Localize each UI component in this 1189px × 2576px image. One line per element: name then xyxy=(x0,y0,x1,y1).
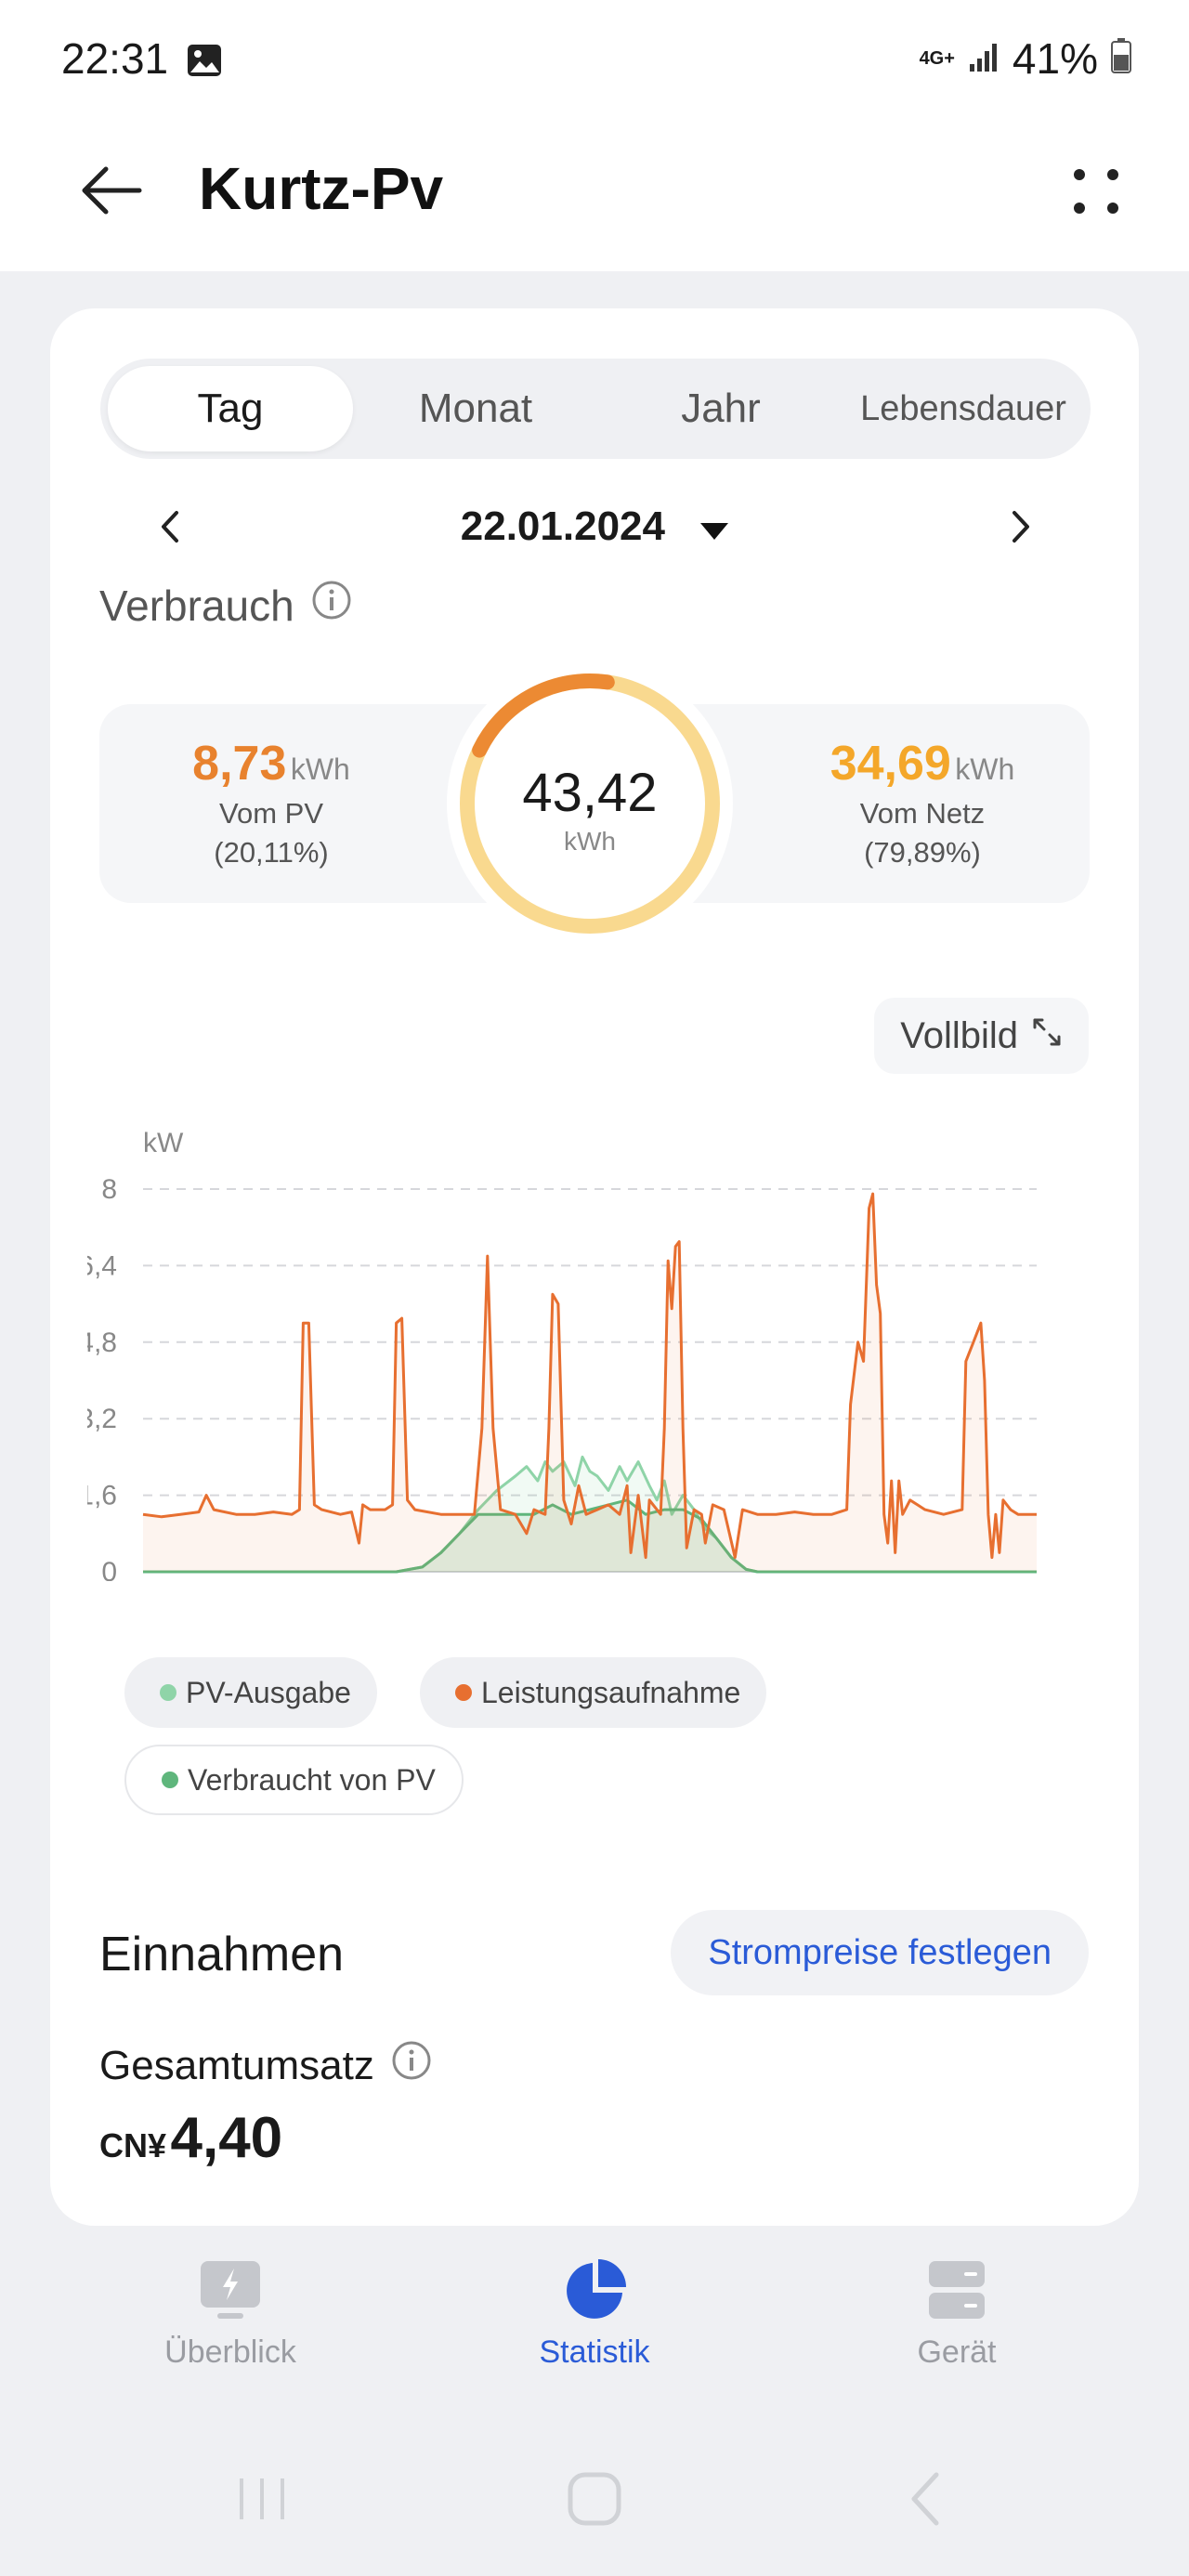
legend-pv-output[interactable]: PV-Ausgabe xyxy=(124,1657,377,1728)
device-icon xyxy=(929,2261,985,2319)
nav-overview-label: Überblick xyxy=(164,2334,296,2370)
period-tabs: Tag Monat Jahr Lebensdauer xyxy=(100,359,1091,459)
home-button[interactable] xyxy=(565,2471,624,2531)
series-area-Leistungsaufnahme xyxy=(143,1194,1037,1572)
from-pv-value: 8,73 xyxy=(192,737,287,791)
legend-dot-pv-output xyxy=(160,1684,176,1701)
y-tick-label: 3,2 xyxy=(87,1404,117,1434)
nav-statistics-label: Statistik xyxy=(539,2334,650,2370)
total-revenue-label: Gesamtumsatz xyxy=(99,2042,374,2088)
page-title: Kurtz-Pv xyxy=(199,155,444,222)
from-grid-percent: (79,89%) xyxy=(864,836,981,869)
chevron-right-icon xyxy=(1013,511,1029,543)
nav-statistics[interactable]: Statistik xyxy=(455,2257,734,2371)
expand-icon xyxy=(1031,1015,1063,1057)
status-bar: 22:31 4G+ 41% xyxy=(0,0,1189,121)
legend-consumption[interactable]: Leistungsaufnahme xyxy=(420,1657,767,1728)
nav-overview[interactable]: Überblick xyxy=(91,2257,370,2371)
status-time: 22:31 xyxy=(61,34,169,83)
total-revenue-value: CN¥ 4,40 xyxy=(99,2105,282,2171)
from-grid-value: 34,69 xyxy=(830,737,951,791)
revenue-title: Einnahmen xyxy=(99,1928,345,1981)
recent-apps-button[interactable] xyxy=(234,2471,290,2531)
battery-percent: 41% xyxy=(1012,34,1098,83)
legend-pv-consumed[interactable]: Verbraucht von PV xyxy=(124,1745,464,1815)
date-value: 22.01.2024 xyxy=(460,503,665,549)
statistics-card: Tag Monat Jahr Lebensdauer 22.01.2024 Ve… xyxy=(50,308,1139,2226)
nav-device[interactable]: Gerät xyxy=(817,2257,1096,2371)
more-options-button[interactable] xyxy=(1059,149,1133,232)
info-icon[interactable] xyxy=(311,580,352,631)
series-area-PV-Ausgabe xyxy=(143,1457,1037,1572)
legend-dot-pv-consumed xyxy=(162,1772,178,1788)
revenue-amount: 4,40 xyxy=(170,2106,283,2170)
from-pv-summary: 8,73 kWh Vom PV (20,11%) xyxy=(99,736,443,870)
date-picker[interactable]: 22.01.2024 xyxy=(100,503,1091,552)
tab-month[interactable]: Monat xyxy=(418,386,533,431)
from-grid-summary: 34,69 kWh Vom Netz (79,89%) xyxy=(755,736,1090,870)
legend-pv-output-label: PV-Ausgabe xyxy=(186,1675,351,1709)
previous-day-button[interactable] xyxy=(137,494,203,559)
legend-pv-consumed-label: Verbraucht von PV xyxy=(188,1762,436,1797)
fullscreen-button[interactable]: Vollbild xyxy=(874,998,1089,1074)
home-icon xyxy=(568,2472,621,2526)
y-tick-label: 6,4 xyxy=(87,1250,117,1281)
total-consumption-unit: kWh xyxy=(564,827,616,856)
back-button[interactable] xyxy=(72,149,156,232)
y-axis-unit: kW xyxy=(143,1128,184,1158)
y-tick-label: 4,8 xyxy=(87,1327,117,1358)
set-electricity-prices-button[interactable]: Strompreise festlegen xyxy=(671,1910,1089,1995)
arrow-left-icon xyxy=(82,166,142,215)
overview-icon xyxy=(201,2261,260,2319)
status-indicators: 4G+ 41% xyxy=(920,33,1131,84)
consumption-title: Verbrauch xyxy=(99,581,294,630)
from-pv-unit: kWh xyxy=(290,752,350,786)
tab-lifetime[interactable]: Lebensdauer xyxy=(860,389,1066,428)
network-type-icon: 4G+ xyxy=(920,49,955,68)
tab-day[interactable]: Tag xyxy=(108,366,353,451)
fullscreen-label: Vollbild xyxy=(900,1014,1018,1056)
from-grid-unit: kWh xyxy=(955,752,1015,786)
consumption-section-title: Verbrauch xyxy=(99,580,352,631)
legend-consumption-label: Leistungsaufnahme xyxy=(481,1675,741,1709)
power-chart[interactable]: kW86,44,83,21,6000:0004:0008:0012:0016:0… xyxy=(78,1117,1109,1625)
y-tick-label: 0 xyxy=(101,1557,117,1581)
info-icon[interactable] xyxy=(391,2040,432,2091)
recent-apps-icon xyxy=(240,2478,284,2519)
y-tick-label: 1,6 xyxy=(87,1481,117,1511)
total-revenue-title: Gesamtumsatz xyxy=(99,2040,432,2091)
y-tick-label: 8 xyxy=(101,1174,117,1205)
system-back-button[interactable] xyxy=(899,2471,955,2531)
bottom-navigation: Überblick Statistik Gerät xyxy=(0,2239,1189,2425)
total-consumption-value: 43,42 xyxy=(522,763,658,823)
tab-year[interactable]: Jahr xyxy=(681,386,761,431)
caret-down-icon xyxy=(699,505,730,552)
legend-dot-consumption xyxy=(455,1684,472,1701)
currency-symbol: CN¥ xyxy=(99,2126,167,2164)
series-area-Verbraucht von PV xyxy=(143,1499,1037,1572)
from-pv-label: Vom PV xyxy=(219,797,323,830)
series-line-Leistungsaufnahme xyxy=(142,1192,1037,1560)
app-bar: Kurtz-Pv xyxy=(0,121,1189,271)
next-day-button[interactable] xyxy=(988,494,1053,559)
signal-icon xyxy=(968,33,1000,84)
consumption-ring-gauge: 43,42 kWh xyxy=(446,660,734,948)
battery-icon xyxy=(1111,33,1131,84)
chevron-left-icon xyxy=(162,511,178,543)
date-selector: 22.01.2024 xyxy=(100,476,1091,578)
pv-share-arc xyxy=(472,673,615,758)
from-grid-label: Vom Netz xyxy=(859,797,986,830)
series-line-Verbraucht von PV xyxy=(143,1498,1037,1574)
four-dots-icon xyxy=(1074,169,1118,214)
statistics-pie-icon xyxy=(567,2259,626,2319)
nav-device-label: Gerät xyxy=(917,2334,997,2370)
from-pv-percent: (20,11%) xyxy=(214,836,329,869)
network-type-label: 4G+ xyxy=(919,48,955,69)
system-navigation xyxy=(0,2434,1189,2576)
back-chevron-icon xyxy=(911,2472,939,2526)
gallery-notification-icon xyxy=(186,43,223,83)
